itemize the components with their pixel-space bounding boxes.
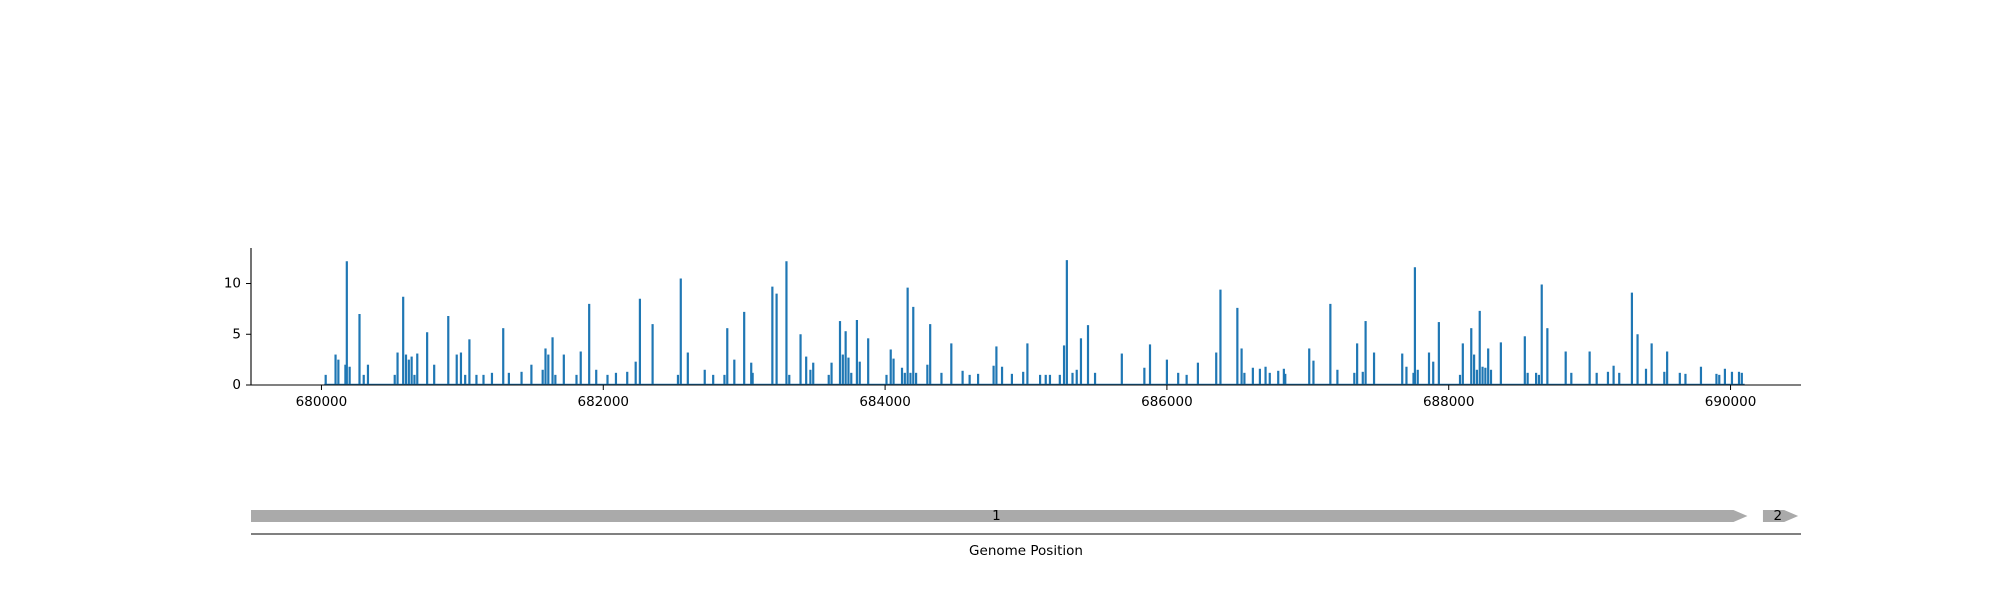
coverage-bars (324, 260, 1745, 385)
gene-label: 2 (1773, 508, 1782, 524)
y-tick-label: 10 (224, 276, 241, 292)
gene-arrow (251, 510, 1748, 522)
y-tick-label: 0 (232, 377, 241, 393)
gene-label: 1 (992, 508, 1001, 524)
x-tick-label: 680000 (296, 394, 348, 410)
axes: 0 5 10 680000 682000 684000 686000 688000 690000 (224, 248, 1801, 410)
x-tick-label: 686000 (1141, 394, 1193, 410)
x-tick-label: 690000 (1705, 394, 1757, 410)
x-axis-title: Genome Position (969, 543, 1083, 559)
x-tick-label: 682000 (577, 394, 629, 410)
gene-arrow (1762, 510, 1799, 522)
y-tick-label: 5 (232, 326, 241, 342)
x-tick-label: 688000 (1423, 394, 1475, 410)
x-tick-label: 684000 (859, 394, 911, 410)
